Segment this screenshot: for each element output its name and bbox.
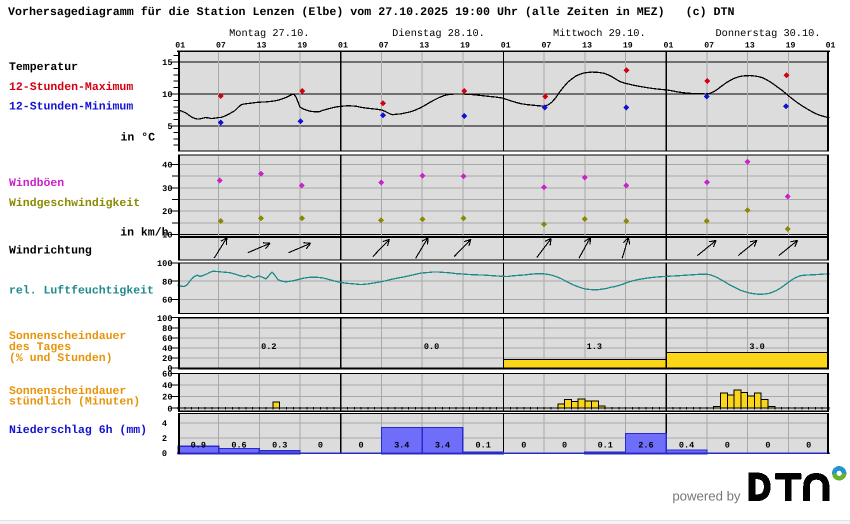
svg-text:80: 80 — [162, 324, 172, 334]
svg-text:0: 0 — [162, 449, 167, 459]
svg-text:30: 30 — [162, 184, 172, 194]
svg-text:0.0: 0.0 — [424, 342, 439, 352]
svg-text:60: 60 — [162, 334, 172, 344]
svg-text:0: 0 — [562, 440, 567, 450]
svg-text:0.3: 0.3 — [272, 440, 287, 450]
svg-text:Temperatur: Temperatur — [9, 61, 78, 74]
svg-text:4: 4 — [162, 419, 167, 429]
svg-text:stündlich (Minuten): stündlich (Minuten) — [9, 396, 140, 409]
svg-text:Sonnenscheindauer: Sonnenscheindauer — [9, 385, 126, 398]
svg-text:01: 01 — [175, 42, 185, 51]
svg-text:19: 19 — [623, 42, 633, 51]
svg-text:100: 100 — [157, 259, 172, 269]
svg-text:Windrichtung: Windrichtung — [9, 245, 92, 258]
svg-text:0.4: 0.4 — [679, 440, 694, 450]
svg-text:0.6: 0.6 — [231, 440, 246, 450]
svg-text:0: 0 — [725, 440, 730, 450]
svg-text:rel. Luftfeuchtigkeit: rel. Luftfeuchtigkeit — [9, 285, 154, 298]
svg-text:0.1: 0.1 — [598, 440, 613, 450]
svg-text:0: 0 — [167, 404, 172, 414]
svg-text:2: 2 — [162, 434, 167, 444]
svg-text:12-Stunden-Minimum: 12-Stunden-Minimum — [9, 101, 133, 114]
svg-text:07: 07 — [541, 42, 551, 51]
svg-text:0: 0 — [359, 440, 364, 450]
svg-text:des Tages: des Tages — [9, 341, 71, 354]
svg-text:12-Stunden-Maximum: 12-Stunden-Maximum — [9, 81, 133, 94]
svg-text:19: 19 — [460, 42, 470, 51]
svg-text:3.4: 3.4 — [435, 440, 450, 450]
svg-text:in km/h: in km/h — [120, 227, 168, 240]
svg-text:19: 19 — [297, 42, 307, 51]
svg-text:Montag 27.10.: Montag 27.10. — [229, 28, 309, 40]
svg-text:3.4: 3.4 — [394, 440, 409, 450]
svg-text:07: 07 — [216, 42, 226, 51]
svg-text:60: 60 — [162, 296, 172, 306]
svg-text:80: 80 — [162, 277, 172, 287]
svg-text:0: 0 — [318, 440, 323, 450]
svg-text:10: 10 — [162, 231, 172, 241]
svg-text:07: 07 — [379, 42, 389, 51]
svg-text:01: 01 — [826, 42, 836, 51]
svg-text:powered by: powered by — [672, 489, 741, 504]
svg-text:(% und Stunden): (% und Stunden) — [9, 352, 113, 365]
svg-text:01: 01 — [501, 42, 511, 51]
svg-text:20: 20 — [162, 354, 172, 364]
svg-text:2.6: 2.6 — [638, 440, 653, 450]
svg-text:0: 0 — [521, 440, 526, 450]
svg-text:20: 20 — [162, 207, 172, 217]
svg-text:Dienstag 28.10.: Dienstag 28.10. — [392, 28, 485, 40]
svg-text:Sonnenscheindauer: Sonnenscheindauer — [9, 330, 126, 343]
svg-text:13: 13 — [419, 42, 429, 51]
svg-text:19: 19 — [786, 42, 796, 51]
svg-text:10: 10 — [162, 90, 172, 100]
svg-text:07: 07 — [704, 42, 714, 51]
svg-text:5: 5 — [167, 122, 172, 132]
svg-text:Windgeschwindigkeit: Windgeschwindigkeit — [9, 197, 140, 210]
svg-text:01: 01 — [664, 42, 674, 51]
svg-text:Donnerstag 30.10.: Donnerstag 30.10. — [715, 28, 820, 40]
svg-text:Mittwoch 29.10.: Mittwoch 29.10. — [553, 28, 646, 40]
svg-text:13: 13 — [257, 42, 267, 51]
svg-text:01: 01 — [338, 42, 348, 51]
svg-text:13: 13 — [745, 42, 755, 51]
svg-text:in °C: in °C — [120, 132, 155, 145]
svg-text:0.9: 0.9 — [191, 440, 206, 450]
svg-text:0: 0 — [765, 440, 770, 450]
svg-text:40: 40 — [162, 344, 172, 354]
svg-text:40: 40 — [162, 161, 172, 171]
svg-text:13: 13 — [582, 42, 592, 51]
svg-text:1.3: 1.3 — [587, 342, 602, 352]
svg-text:15: 15 — [162, 58, 172, 68]
svg-text:0.1: 0.1 — [476, 440, 491, 450]
svg-text:3.0: 3.0 — [749, 342, 764, 352]
svg-text:Windböen: Windböen — [9, 177, 64, 190]
svg-text:100: 100 — [157, 314, 172, 324]
svg-text:40: 40 — [162, 381, 172, 391]
svg-text:0.2: 0.2 — [261, 342, 276, 352]
svg-text:60: 60 — [162, 370, 172, 380]
svg-text:Vorhersagediagramm für die Sta: Vorhersagediagramm für die Station Lenze… — [8, 6, 735, 19]
svg-text:0: 0 — [167, 364, 172, 374]
svg-text:Niederschlag 6h (mm): Niederschlag 6h (mm) — [9, 424, 147, 437]
svg-text:0: 0 — [806, 440, 811, 450]
svg-text:20: 20 — [162, 393, 172, 403]
